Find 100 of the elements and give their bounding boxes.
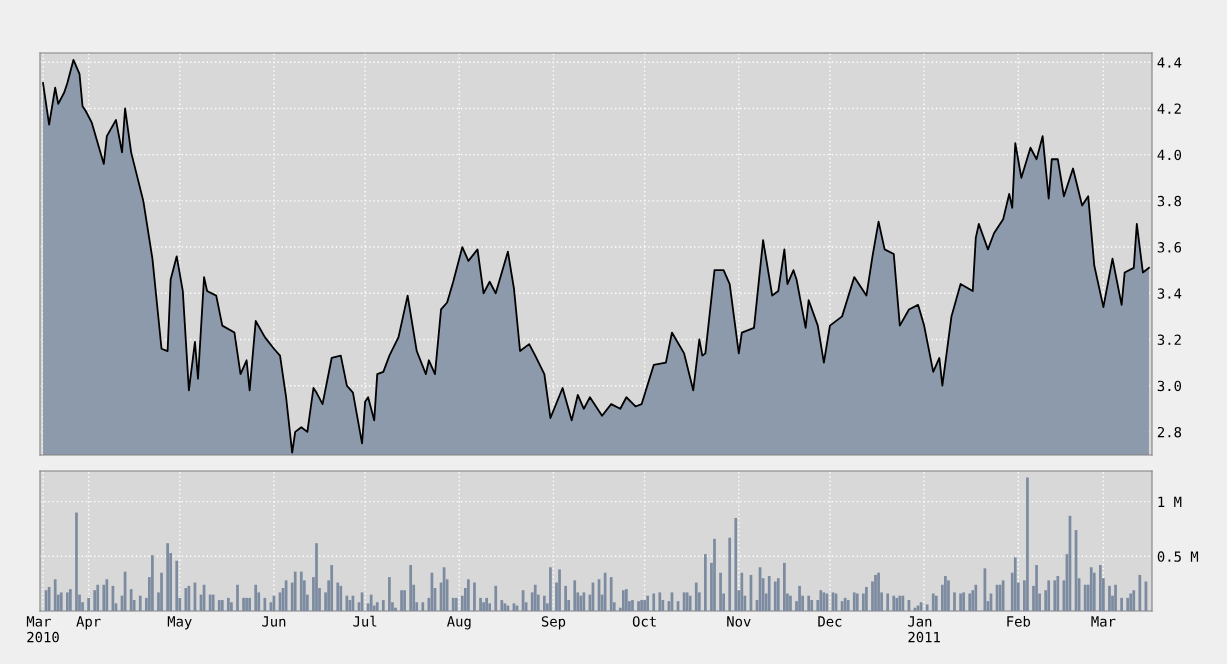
bar xyxy=(877,572,880,611)
bar xyxy=(263,597,267,611)
x-tick-label: Feb xyxy=(1007,615,1031,627)
bar xyxy=(959,593,962,611)
x-tick-label: Jan 2011 xyxy=(908,616,940,643)
bar xyxy=(953,592,956,611)
bar xyxy=(573,580,577,611)
bar xyxy=(843,597,847,611)
x-tick-label: Nov xyxy=(727,616,751,627)
bar xyxy=(621,590,625,611)
bar xyxy=(1132,590,1136,611)
bar xyxy=(783,562,786,611)
bar xyxy=(339,585,343,611)
bar xyxy=(230,602,233,611)
bar xyxy=(330,565,334,611)
bar xyxy=(807,595,811,611)
y-tick-label: 1 M xyxy=(1158,496,1182,507)
bar xyxy=(542,595,546,611)
bar xyxy=(704,554,707,611)
x-tick-label: Dec xyxy=(818,616,842,627)
bar xyxy=(1053,580,1057,611)
x-tick-label: Jun xyxy=(262,616,286,627)
bar xyxy=(315,543,318,611)
bar xyxy=(974,584,978,611)
bar xyxy=(631,600,634,611)
bar xyxy=(485,597,488,611)
bar xyxy=(798,585,801,611)
bar xyxy=(375,602,379,611)
bar xyxy=(901,595,905,611)
bar xyxy=(299,571,303,611)
x-tick-label: Oct xyxy=(632,616,656,627)
bar xyxy=(1056,576,1060,611)
bar xyxy=(369,594,373,611)
y-tick-label: 3.2 xyxy=(1157,334,1181,345)
bar xyxy=(898,595,902,611)
bar xyxy=(789,595,792,611)
bar xyxy=(773,581,777,611)
bar xyxy=(75,512,78,611)
bar xyxy=(892,595,896,611)
bar xyxy=(694,582,698,611)
bar xyxy=(254,584,258,611)
bar xyxy=(211,594,215,611)
y-tick-label: 4.4 xyxy=(1157,57,1182,68)
bar xyxy=(895,597,899,611)
bar xyxy=(175,560,179,611)
bar xyxy=(345,595,349,611)
bar xyxy=(947,580,950,611)
bar xyxy=(658,592,662,611)
bar xyxy=(810,600,814,611)
bar xyxy=(1047,580,1051,611)
bar xyxy=(1108,585,1111,611)
bar xyxy=(65,592,69,611)
bar xyxy=(855,593,859,611)
bar xyxy=(549,567,552,611)
bar xyxy=(962,592,965,611)
bar xyxy=(968,593,972,611)
bar xyxy=(740,572,744,611)
bar xyxy=(776,578,780,611)
bar xyxy=(53,579,57,611)
bar xyxy=(767,576,771,611)
x-tick-label: Aug xyxy=(446,616,471,630)
bar xyxy=(846,600,850,611)
bar xyxy=(479,597,482,611)
bar xyxy=(533,584,537,611)
bar xyxy=(467,579,470,611)
bar xyxy=(96,584,100,611)
bar xyxy=(227,597,230,611)
bar xyxy=(865,586,868,611)
bar xyxy=(59,592,63,611)
bar xyxy=(934,595,938,611)
x-tick-label: Mar 2010 xyxy=(26,616,59,643)
x-tick-label: Mar xyxy=(1091,616,1116,627)
bar xyxy=(293,571,297,611)
bar xyxy=(579,595,583,611)
bar xyxy=(719,572,722,611)
y-tick-label: 3.8 xyxy=(1157,195,1182,207)
bar xyxy=(388,577,391,611)
bar xyxy=(1035,565,1038,611)
x-tick-label: Apr xyxy=(76,616,101,630)
bar xyxy=(852,592,856,611)
bar xyxy=(217,600,221,611)
y-tick-label: 3.6 xyxy=(1157,242,1182,253)
y-tick-label: 4.0 xyxy=(1157,149,1182,161)
bar xyxy=(1129,593,1133,611)
bar xyxy=(564,585,567,611)
x-tick-label: Sep xyxy=(541,616,566,630)
bar xyxy=(558,569,561,611)
bar xyxy=(409,565,413,611)
bar xyxy=(473,582,476,611)
x-tick-label: May xyxy=(167,616,192,630)
bar xyxy=(1138,574,1142,611)
y-tick-label: 4.2 xyxy=(1157,103,1181,114)
bar xyxy=(886,593,890,611)
y-tick-label: 3.4 xyxy=(1157,288,1182,299)
bar xyxy=(688,595,692,611)
bar xyxy=(637,601,640,611)
bar xyxy=(454,597,458,611)
bar xyxy=(220,600,224,611)
bar xyxy=(451,597,455,611)
bar xyxy=(1026,477,1029,611)
